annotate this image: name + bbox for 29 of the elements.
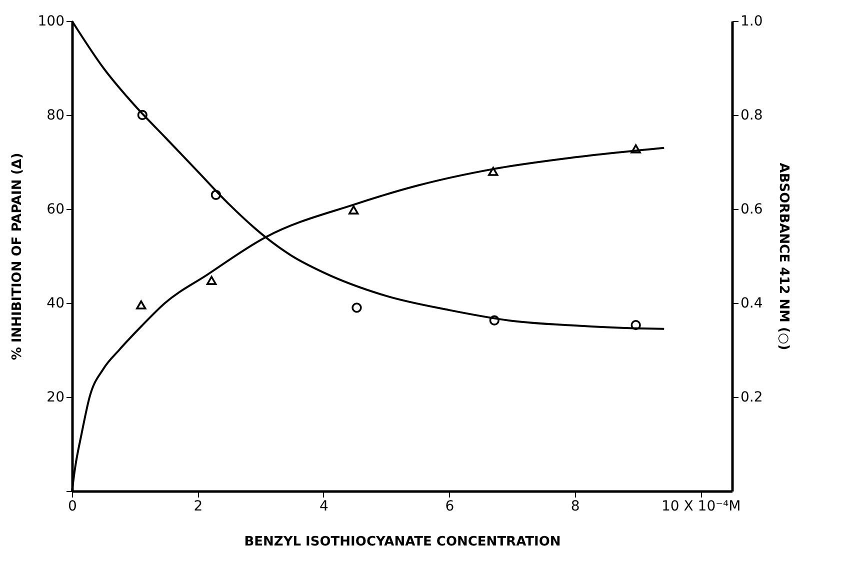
y2-tick-label: 0.6 (740, 202, 763, 218)
y2-tick-label: 0.4 (740, 296, 763, 312)
point (489, 315, 500, 326)
x-tick-label: 4 (319, 498, 328, 514)
y2-axis-title: ABSORBANCE 412 NM (○) (776, 162, 791, 350)
y-tick-label: 40 (46, 296, 64, 312)
y-axis-title: % INHIBITION OF PAPAIN (Δ) (10, 152, 25, 360)
point (630, 320, 641, 330)
point (488, 166, 498, 176)
point (352, 302, 362, 313)
y2-tick-label: 0.2 (740, 390, 763, 406)
x-tick-label: 0 (68, 498, 77, 514)
x-tick-label: 10 X 10⁻⁴M (661, 498, 741, 514)
y-tick-label: 60 (46, 202, 64, 218)
y-tick-label: 80 (46, 108, 64, 124)
y-tick-label: 100 (38, 14, 64, 30)
x-tick-label: 6 (445, 498, 454, 514)
point (210, 190, 222, 200)
x-tick-label: 8 (570, 498, 580, 514)
point (348, 205, 359, 214)
y2-tick-label: 1.0 (740, 14, 763, 30)
point (206, 276, 217, 285)
x-tick-label: 2 (194, 498, 203, 514)
y2-tick-label: 0.8 (740, 108, 763, 124)
x-axis-title: BENZYL ISOTHIOCYANATE CONCENTRATION (244, 534, 561, 550)
y-tick-label: 20 (46, 390, 64, 406)
point (136, 300, 146, 310)
point (137, 110, 148, 120)
point (630, 144, 641, 154)
